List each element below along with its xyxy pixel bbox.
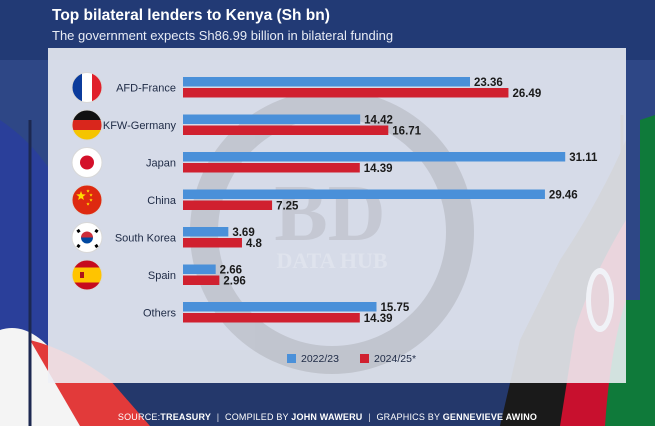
data-label: 29.46 xyxy=(549,190,578,202)
data-label: 15.75 xyxy=(381,302,410,314)
spain-flag-icon xyxy=(72,260,102,290)
legend-item: 2024/25* xyxy=(360,353,416,365)
bar-series-2 xyxy=(183,275,220,285)
bar-series-2 xyxy=(183,88,509,98)
compiled-value: JOHN WAWERU xyxy=(291,412,363,422)
chart-row: Spain 2.662.96 xyxy=(71,259,246,291)
bar-series-1 xyxy=(183,77,470,87)
chart-panel xyxy=(48,48,626,383)
bar-series-1 xyxy=(183,264,216,274)
footer-credits: SOURCE:TREASURY | COMPILED BY JOHN WAWER… xyxy=(117,412,538,422)
china-flag-icon xyxy=(72,185,102,215)
legend-swatch xyxy=(287,354,296,363)
compiled-label: COMPILED BY xyxy=(225,412,289,422)
legend-swatch xyxy=(360,354,369,363)
data-label: 14.39 xyxy=(364,163,393,175)
data-label: 2.96 xyxy=(223,276,245,288)
bar-series-1 xyxy=(183,114,361,124)
category-label: China xyxy=(147,195,177,207)
south-korea-flag-icon xyxy=(72,222,102,253)
germany-flag-icon xyxy=(72,110,102,140)
data-label: 26.49 xyxy=(512,88,541,100)
bar-series-2 xyxy=(183,200,273,210)
legend-item: 2022/23 xyxy=(287,353,339,365)
category-label: Others xyxy=(143,308,177,320)
france-flag-icon xyxy=(72,72,102,103)
graphics-label: GRAPHICS BY xyxy=(376,412,441,422)
chart-row: China 29.46 7.25 xyxy=(71,184,578,216)
category-label: Japan xyxy=(146,158,176,170)
category-label: Spain xyxy=(148,270,176,282)
bar-series-1 xyxy=(183,189,545,199)
data-label: 4.8 xyxy=(246,238,263,250)
bar-series-1 xyxy=(183,152,566,162)
chart-subtitle: The government expects Sh86.99 billion i… xyxy=(52,28,394,43)
data-label: 7.25 xyxy=(276,201,299,213)
legend-label: 2024/25* xyxy=(374,353,416,365)
source-value: TREASURY xyxy=(160,412,212,422)
category-label: AFD-France xyxy=(116,83,176,95)
bar-series-2 xyxy=(183,163,360,173)
bar-series-2 xyxy=(183,313,360,323)
data-label: 2.66 xyxy=(220,265,242,277)
category-label: South Korea xyxy=(115,233,177,245)
data-label: 31.11 xyxy=(569,152,598,164)
source-label: SOURCE: xyxy=(117,412,161,422)
data-label: 14.39 xyxy=(364,313,393,325)
chart-row: Japan 31.11 14.39 xyxy=(71,147,598,178)
japan-flag-icon xyxy=(72,147,102,178)
chart-title: Top bilateral lenders to Kenya (Sh bn) xyxy=(52,7,330,24)
watermark-logo: BD xyxy=(274,170,385,258)
data-label: 14.42 xyxy=(364,115,393,127)
data-label: 16.71 xyxy=(392,126,421,138)
bar-series-1 xyxy=(183,227,229,237)
bar-series-2 xyxy=(183,125,389,135)
legend-label: 2022/23 xyxy=(301,353,339,365)
chart-row: South Korea 3.694.8 xyxy=(71,222,263,253)
watermark-text: DATA HUB xyxy=(276,248,387,273)
data-label: 3.69 xyxy=(232,227,254,239)
chart-row: AFD-France 23.36 26.49 xyxy=(71,72,541,103)
bar-series-1 xyxy=(183,302,377,312)
category-label: KFW-Germany xyxy=(103,120,177,132)
data-label: 23.36 xyxy=(474,77,503,89)
graphics-value: GENNEVIEVE AWINO xyxy=(442,412,538,422)
bar-series-2 xyxy=(183,238,242,248)
